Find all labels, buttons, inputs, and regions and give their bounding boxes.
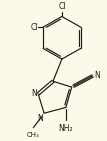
Text: N: N	[94, 71, 100, 80]
Text: N: N	[31, 89, 37, 98]
Text: Cl: Cl	[30, 23, 38, 32]
Text: N: N	[37, 114, 43, 123]
Text: NH₂: NH₂	[59, 124, 73, 133]
Text: CH₃: CH₃	[27, 132, 40, 138]
Text: Cl: Cl	[58, 2, 66, 11]
